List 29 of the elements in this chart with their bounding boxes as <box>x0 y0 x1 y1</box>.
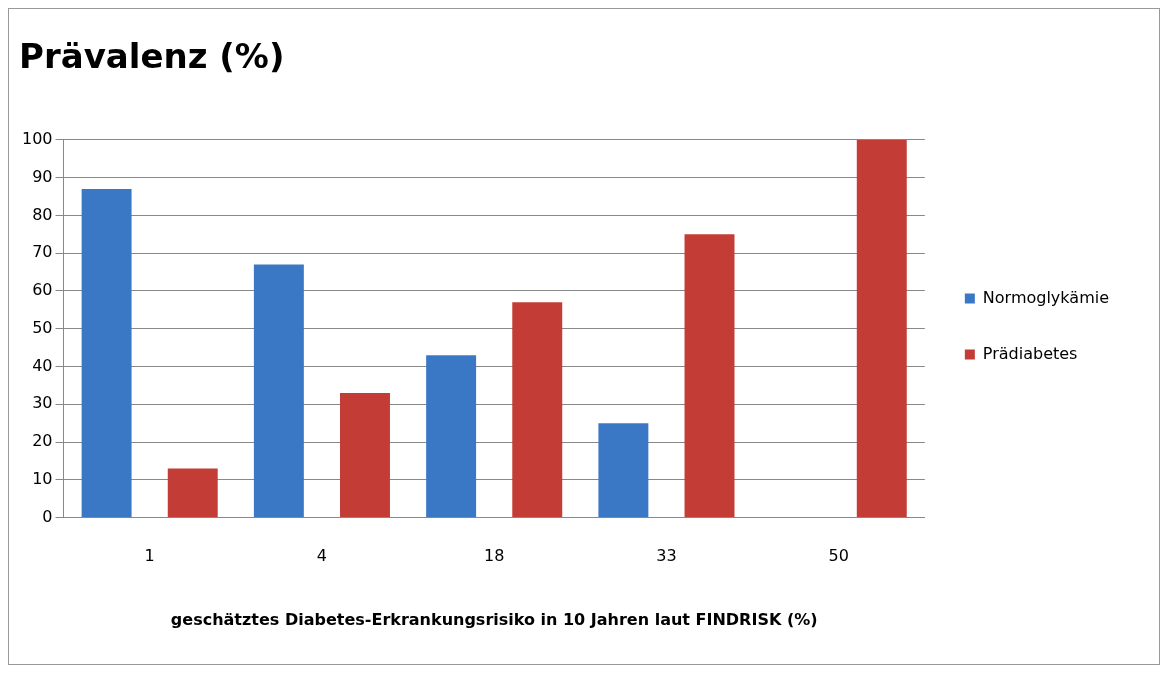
legend-label: Prädiabetes <box>982 343 1078 363</box>
y-tick-label: 20 <box>32 431 53 451</box>
y-tick-label: 30 <box>32 393 53 413</box>
y-tick-label: 60 <box>32 280 53 300</box>
x-tick-label: 1 <box>144 546 155 566</box>
x-tick-label: 33 <box>656 546 677 566</box>
y-tick-label: 10 <box>32 468 53 488</box>
y-tick-label: 40 <box>32 355 53 375</box>
x-tick-label: 50 <box>828 546 849 566</box>
y-tick-label: 0 <box>42 506 53 526</box>
bar <box>856 139 907 518</box>
x-axis-title: geschätztes Diabetes-Erkrankungsrisiko in 10 Jahren laut FINDRISK (%) <box>170 609 818 629</box>
chart-title: Prävalenz (%) <box>19 36 285 77</box>
bar <box>598 423 649 518</box>
bar <box>426 355 477 518</box>
y-tick-label: 90 <box>32 166 53 186</box>
x-tick-label: 4 <box>316 546 328 566</box>
x-tick-label: 18 <box>484 546 505 566</box>
bar <box>684 234 735 518</box>
y-tick-label: 70 <box>32 242 53 262</box>
y-tick-label: 80 <box>32 204 53 224</box>
bar <box>340 392 390 518</box>
y-tick-label: 100 <box>21 128 53 148</box>
y-tick-label: 50 <box>32 317 53 337</box>
bar <box>167 468 218 518</box>
bar <box>253 264 304 518</box>
legend-label: Normoglykämie <box>982 287 1110 307</box>
bar <box>512 302 563 518</box>
bar <box>81 188 132 518</box>
